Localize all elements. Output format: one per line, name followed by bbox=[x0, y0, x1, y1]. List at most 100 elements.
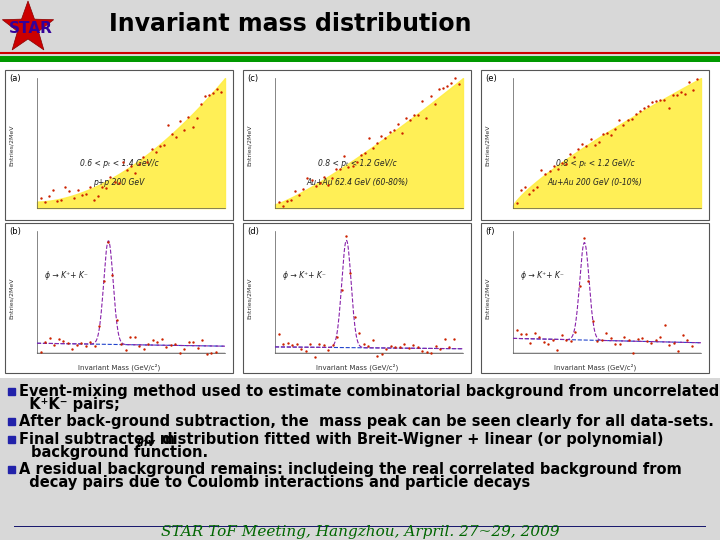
Text: inv: inv bbox=[137, 438, 156, 448]
Point bbox=[581, 141, 593, 150]
Point bbox=[564, 150, 576, 158]
Point bbox=[679, 89, 690, 98]
Bar bbox=[8, 465, 15, 472]
Point bbox=[323, 346, 334, 355]
Point bbox=[663, 341, 675, 349]
Point bbox=[538, 338, 549, 346]
Point bbox=[212, 85, 223, 93]
Point bbox=[39, 198, 50, 206]
Point bbox=[121, 166, 132, 174]
Point bbox=[183, 338, 194, 346]
Point bbox=[585, 135, 596, 144]
Point bbox=[437, 84, 449, 92]
Point bbox=[430, 342, 441, 350]
Point bbox=[142, 157, 153, 166]
Point bbox=[341, 232, 352, 240]
Point bbox=[515, 186, 526, 194]
Point bbox=[542, 339, 554, 348]
Point bbox=[338, 152, 350, 160]
Point bbox=[600, 329, 612, 338]
Point bbox=[207, 89, 219, 97]
Point bbox=[454, 80, 465, 89]
Point bbox=[43, 192, 55, 201]
Point bbox=[355, 151, 366, 159]
Point bbox=[305, 340, 316, 349]
Point bbox=[536, 166, 547, 174]
Bar bbox=[481, 223, 709, 373]
Text: Entries/2MeV: Entries/2MeV bbox=[246, 277, 251, 319]
Point bbox=[306, 176, 318, 184]
Point bbox=[399, 340, 410, 348]
Point bbox=[606, 131, 617, 139]
Point bbox=[165, 341, 176, 349]
Point bbox=[302, 174, 313, 183]
Point bbox=[171, 132, 182, 141]
Point bbox=[396, 129, 408, 137]
Text: (b): (b) bbox=[9, 227, 21, 236]
Point bbox=[556, 330, 567, 339]
Point bbox=[367, 144, 379, 153]
Bar bbox=[243, 70, 471, 220]
Point bbox=[376, 349, 387, 358]
Point bbox=[441, 82, 453, 90]
Point bbox=[560, 335, 572, 344]
Point bbox=[162, 121, 174, 130]
Bar bbox=[8, 417, 15, 424]
Point bbox=[314, 179, 325, 188]
Point bbox=[166, 129, 178, 138]
Point bbox=[300, 347, 312, 356]
Point bbox=[347, 161, 359, 170]
Point bbox=[143, 340, 154, 348]
Point bbox=[349, 313, 361, 322]
Point bbox=[84, 183, 96, 192]
Point bbox=[618, 332, 630, 341]
Point bbox=[426, 349, 437, 357]
Point bbox=[548, 161, 559, 170]
Point bbox=[614, 340, 626, 348]
Point bbox=[601, 129, 613, 138]
Point bbox=[588, 316, 599, 325]
Point bbox=[273, 329, 284, 338]
Bar bbox=[5, 223, 233, 373]
Point bbox=[659, 96, 670, 105]
Point bbox=[60, 183, 71, 192]
Point bbox=[323, 181, 334, 190]
Point bbox=[354, 328, 365, 337]
Point bbox=[201, 350, 212, 359]
Point bbox=[145, 144, 157, 153]
Point bbox=[412, 342, 423, 351]
Point bbox=[445, 79, 456, 87]
Bar bbox=[5, 70, 233, 220]
Point bbox=[668, 339, 680, 347]
Text: Entries/2MeV: Entries/2MeV bbox=[9, 277, 14, 319]
Point bbox=[134, 342, 145, 350]
Point bbox=[40, 338, 51, 346]
Point bbox=[574, 282, 585, 291]
Point bbox=[186, 122, 198, 131]
Point bbox=[388, 125, 400, 134]
Point bbox=[618, 121, 629, 130]
Point bbox=[313, 340, 325, 348]
Point bbox=[169, 340, 181, 349]
Point bbox=[161, 342, 172, 351]
Point bbox=[622, 116, 634, 124]
Point bbox=[94, 322, 105, 330]
Point bbox=[372, 352, 383, 361]
Point bbox=[111, 315, 122, 324]
Point bbox=[593, 138, 605, 146]
Point bbox=[589, 140, 600, 149]
Point bbox=[626, 114, 637, 123]
Point bbox=[192, 343, 204, 352]
Point bbox=[433, 85, 444, 94]
Point bbox=[642, 102, 654, 110]
Text: Event-mixing method used to estimate combinatorial background from uncorrelated: Event-mixing method used to estimate com… bbox=[19, 383, 719, 399]
Point bbox=[282, 197, 293, 206]
Point bbox=[133, 159, 145, 168]
Point bbox=[659, 321, 670, 329]
Point bbox=[35, 348, 47, 356]
Point bbox=[48, 340, 60, 349]
Text: Invariant Mass (GeV/c²): Invariant Mass (GeV/c²) bbox=[78, 363, 160, 371]
Point bbox=[158, 140, 170, 149]
Point bbox=[113, 179, 125, 187]
Point bbox=[547, 336, 559, 345]
